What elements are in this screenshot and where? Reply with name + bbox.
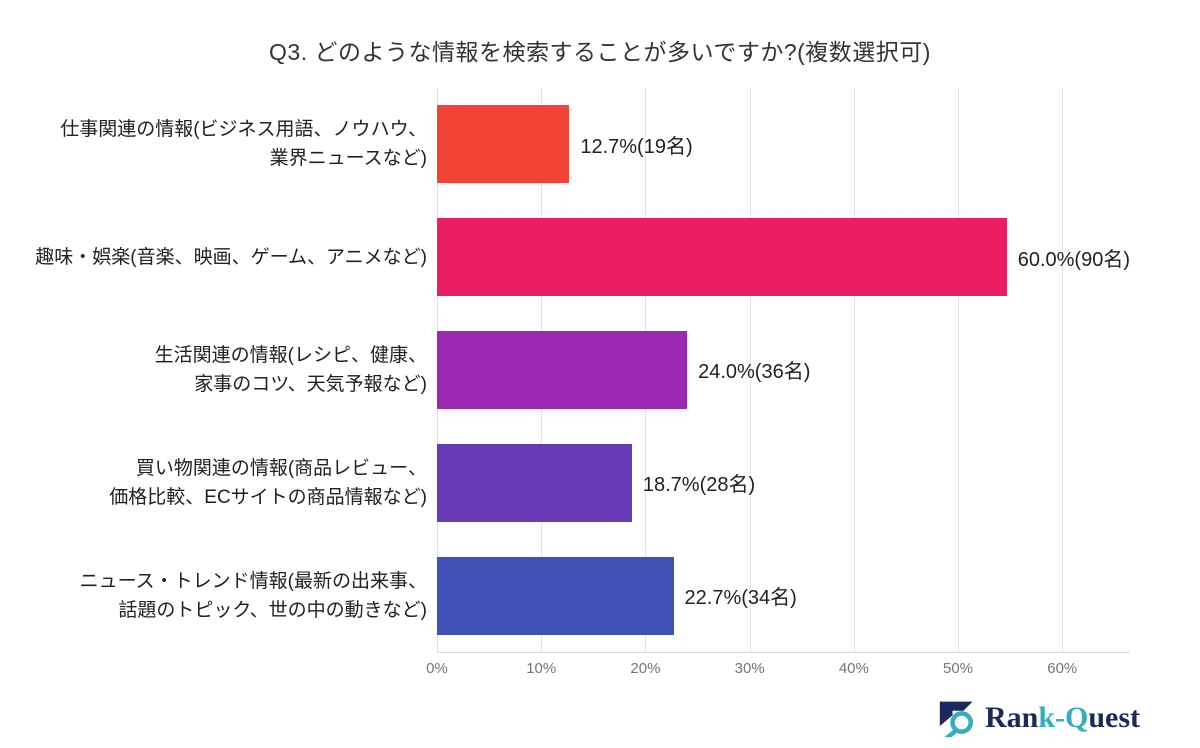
category-label: 生活関連の情報(レシピ、健康、 家事のコツ、天気予報など) [154, 344, 427, 395]
bar-rows: 仕事関連の情報(ビジネス用語、ノウハウ、 業界ニュースなど) 12.7%(19名)… [0, 88, 1130, 652]
bar-row: 仕事関連の情報(ビジネス用語、ノウハウ、 業界ニュースなど) 12.7%(19名) [0, 88, 1130, 201]
gridline [853, 88, 855, 652]
logo-text-segment: k-Q [1038, 701, 1089, 734]
bar-row: 生活関連の情報(レシピ、健康、 家事のコツ、天気予報など) 24.0%(36名) [0, 314, 1130, 427]
category-label: 仕事関連の情報(ビジネス用語、ノウハウ、 業界ニュースなど) [60, 119, 427, 170]
x-tick-label: 50% [943, 660, 974, 677]
bar[interactable] [437, 443, 632, 522]
bar-row: ニュース・トレンド情報(最新の出来事、 話題のトピック、世の中の動きなど) 22.… [0, 539, 1130, 652]
bar-track: 22.7%(34名) [437, 539, 1130, 652]
rank-quest-logo: Rank-Quest [938, 698, 1140, 738]
category-label: 趣味・娯楽(音楽、映画、ゲーム、アニメなど) [35, 246, 427, 268]
rank-quest-logo-text: Rank-Quest [985, 698, 1140, 738]
bar[interactable] [437, 556, 674, 635]
value-label: 24.0%(36名) [698, 361, 811, 384]
bar-track: 24.0%(36名) [437, 314, 1130, 427]
bar[interactable] [437, 218, 1007, 297]
bar-row: 買い物関連の情報(商品レビュー、 価格比較、ECサイトの商品情報など) 18.7%… [0, 426, 1130, 539]
value-label: 22.7%(34名) [684, 587, 797, 610]
logo-text-segment: Ran [984, 701, 1039, 734]
category-label: 買い物関連の情報(商品レビュー、 価格比較、ECサイトの商品情報など) [109, 457, 427, 508]
x-tick-label: 40% [838, 660, 869, 677]
value-label: 60.0%(90名) [1017, 248, 1130, 271]
gridline [1062, 88, 1064, 652]
bar-track: 18.7%(28名) [437, 426, 1130, 539]
bar-chart: 仕事関連の情報(ビジネス用語、ノウハウ、 業界ニュースなど) 12.7%(19名)… [0, 88, 1130, 677]
x-tick-label: 0% [426, 660, 448, 677]
bar[interactable] [437, 105, 570, 184]
gridline [749, 88, 751, 652]
bar[interactable] [437, 330, 688, 409]
value-label: 18.7%(28名) [642, 474, 756, 497]
rank-quest-logo-icon [939, 701, 973, 738]
x-axis: 0% 10% 20% 30% 40% 50% 60% [426, 660, 1130, 682]
bar-track: 60.0%(90名) [437, 201, 1130, 314]
logo-text-segment: uest [1088, 701, 1140, 734]
gridline [958, 88, 960, 652]
value-label: 12.7%(19名) [580, 135, 693, 158]
x-tick-label: 60% [1047, 660, 1078, 677]
chart-title: Q3. どのような情報を検索することが多いですか?(複数選択可) [269, 39, 931, 65]
x-tick-label: 10% [526, 660, 557, 677]
x-tick-label: 20% [630, 660, 661, 677]
category-label: ニュース・トレンド情報(最新の出来事、 話題のトピック、世の中の動きなど) [79, 570, 427, 621]
bar-track: 12.7%(19名) [437, 88, 1130, 201]
x-tick-label: 30% [734, 660, 765, 677]
bar-row: 趣味・娯楽(音楽、映画、ゲーム、アニメなど) 60.0%(90名) [0, 201, 1130, 314]
